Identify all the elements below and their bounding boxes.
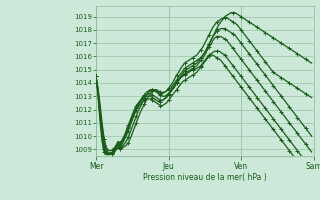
X-axis label: Pression niveau de la mer( hPa ): Pression niveau de la mer( hPa )	[143, 173, 267, 182]
